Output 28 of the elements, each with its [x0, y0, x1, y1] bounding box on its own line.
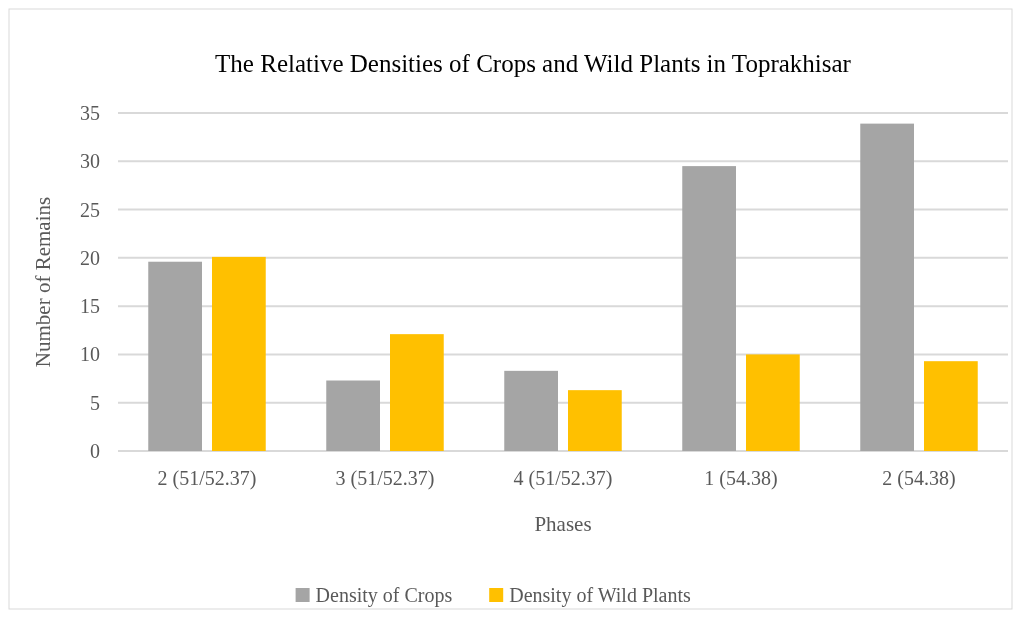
bar: [390, 334, 444, 451]
y-tick-label: 30: [80, 150, 100, 173]
x-tick-label: 4 (51/52.37): [513, 467, 613, 490]
y-axis-title: Number of Remains: [31, 196, 55, 368]
bar: [148, 261, 202, 451]
y-tick-label: 10: [80, 343, 100, 366]
bar: [326, 380, 380, 451]
x-axis-title: Phases: [534, 512, 592, 536]
chart-title: The Relative Densities of Crops and Wild Plants in Toprakhisar: [215, 50, 852, 77]
x-tick-label: 2 (51/52.37): [157, 467, 257, 490]
y-tick-label: 0: [90, 440, 100, 462]
bar: [746, 354, 800, 451]
bar: [212, 256, 266, 451]
bar: [504, 370, 558, 451]
y-tick-label: 5: [90, 391, 100, 414]
bar: [682, 166, 736, 451]
x-tick-label: 1 (54.38): [704, 467, 778, 490]
y-tick-label: 15: [80, 295, 100, 318]
bar: [924, 361, 978, 451]
y-tick-label: 35: [80, 102, 100, 124]
bar: [860, 123, 914, 451]
bar: [568, 390, 622, 451]
legend-label: Density of Wild Plants: [509, 584, 692, 607]
y-tick-label: 25: [80, 198, 100, 221]
legend-label: Density of Crops: [315, 584, 453, 607]
y-tick-label: 20: [80, 246, 100, 269]
x-tick-label: 3 (51/52.37): [335, 467, 435, 490]
x-tick-label: 2 (54.38): [882, 467, 956, 490]
